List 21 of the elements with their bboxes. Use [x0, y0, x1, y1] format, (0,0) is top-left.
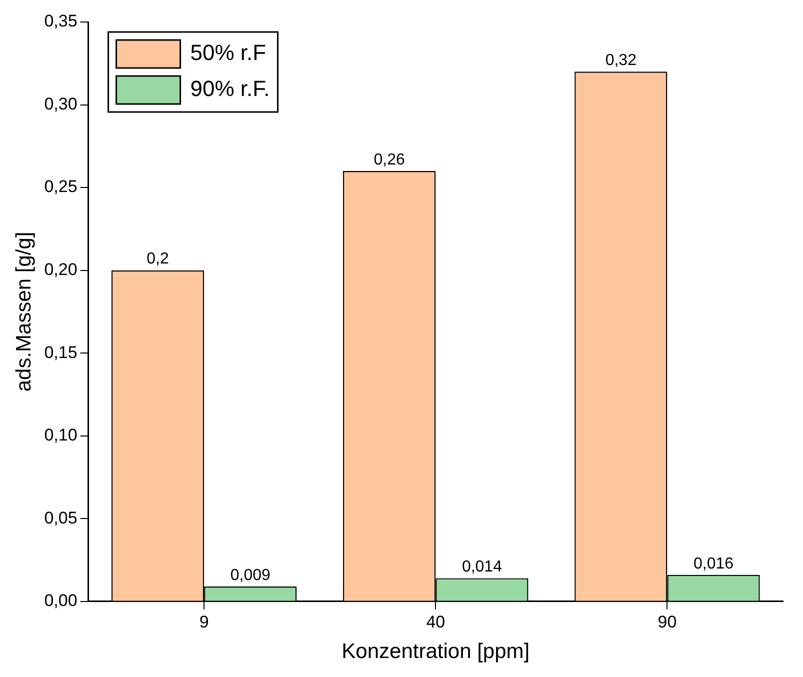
y-tick-label: 0,00	[44, 591, 78, 610]
data-label: 0,016	[694, 555, 734, 572]
x-axis-title: Konzentration [ppm]	[342, 640, 530, 664]
legend-label: 90% r.F.	[190, 76, 270, 102]
data-label: 0,32	[605, 52, 637, 70]
y-tick-label: 0,25	[44, 177, 78, 196]
y-tick-label: 0,35	[44, 12, 78, 31]
x-tick-label: 90	[658, 612, 677, 632]
y-tick-label: 0,30	[44, 94, 78, 114]
x-tick-label: 40	[426, 612, 446, 632]
data-label: 0,009	[230, 566, 271, 584]
data-label: 0,2	[146, 250, 169, 268]
data-label: 0,014	[462, 558, 502, 576]
y-axis-title: ads.Massen [g/g]	[12, 232, 36, 392]
legend-label: 50% r.F	[190, 40, 266, 66]
data-label: 0,26	[374, 151, 405, 168]
y-tick-label: 0,15	[44, 342, 78, 362]
y-tick-label: 0,20	[44, 260, 78, 279]
x-tick-label: 9	[199, 612, 209, 632]
y-tick-label: 0,10	[44, 426, 78, 445]
y-tick-label: 0,05	[44, 508, 78, 528]
